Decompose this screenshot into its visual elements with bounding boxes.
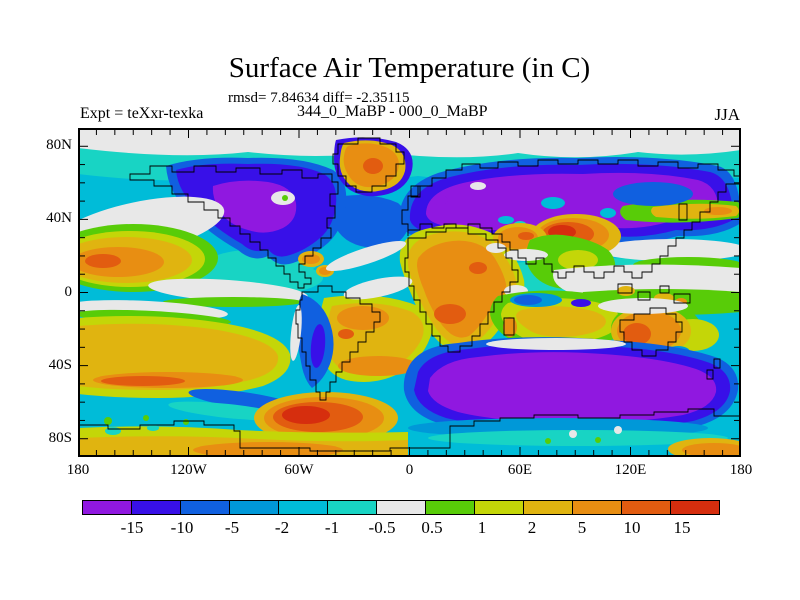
colorbar-segment	[131, 500, 181, 515]
coast-north-america	[129, 165, 339, 289]
x-axis-label: 0	[405, 462, 414, 478]
colorbar-label: 10	[623, 518, 641, 537]
colorbar-segment	[376, 500, 426, 515]
colorbar-segment	[621, 500, 671, 515]
coast-eurasia	[401, 159, 741, 279]
colorbar-label: 15	[673, 518, 691, 537]
colorbar-label: 1	[477, 518, 487, 537]
season-label: JJA	[714, 105, 740, 124]
experiment-label: Expt = teXxr-texka	[80, 105, 204, 122]
x-axis-label: 60E	[507, 462, 533, 478]
colorbar-segment	[180, 500, 230, 515]
colorbar-segment	[572, 500, 622, 515]
coast-british-isles	[410, 185, 421, 198]
colorbar-segment	[670, 500, 720, 515]
x-axis-label: 120E	[614, 462, 647, 478]
axis-ticks	[80, 130, 739, 455]
colorbar-label: -2	[274, 518, 290, 537]
colorbar-label: 2	[527, 518, 537, 537]
colorbar-segment	[523, 500, 573, 515]
colorbar-segment	[229, 500, 279, 515]
y-axis-label: 40S	[48, 356, 72, 373]
coast-antarctica	[78, 408, 741, 452]
coast-new-zealand	[706, 358, 721, 380]
x-axis-label: 120W	[170, 462, 207, 478]
colorbar	[82, 500, 720, 515]
coast-south-america	[295, 285, 381, 401]
coast-africa	[404, 227, 519, 353]
map-frame	[78, 128, 741, 457]
y-axis-label: 0	[64, 283, 73, 300]
colorbar-segment	[278, 500, 328, 515]
y-axis-label: 80N	[46, 137, 72, 154]
coast-japan	[678, 203, 688, 221]
rmsd-diff-stats: rmsd= 7.84634 diff= -2.35115	[228, 90, 410, 106]
x-axis-label: 180	[66, 462, 90, 478]
colorbar-label: 5	[577, 518, 587, 537]
anomaly-map-canvas	[78, 128, 741, 457]
coast-indonesia	[617, 283, 691, 304]
colorbar-label: -15	[120, 518, 144, 537]
anomaly-map	[78, 128, 741, 457]
coast-madagascar	[503, 317, 515, 336]
coast-australia	[619, 307, 683, 357]
colorbar-label: -5	[224, 518, 240, 537]
colorbar-segment	[82, 500, 132, 515]
comparison-label: 344_0_MaBP - 000_0_MaBP	[297, 103, 488, 120]
y-axis-label: 40N	[46, 210, 72, 227]
figure-title: Surface Air Temperature (in C)	[228, 52, 591, 84]
colorbar-segment	[327, 500, 377, 515]
colorbar-segment	[425, 500, 475, 515]
colorbar-label: 0.5	[421, 518, 443, 537]
coast-greenland	[332, 137, 405, 193]
x-axis-label: 60W	[284, 462, 314, 478]
coastlines	[78, 137, 741, 452]
colorbar-label: -1	[324, 518, 340, 537]
colorbar-segment	[474, 500, 524, 515]
colorbar-label: -10	[170, 518, 194, 537]
y-axis-label: 80S	[48, 429, 72, 446]
anomaly-fields	[78, 128, 741, 457]
colorbar-label: -0.5	[368, 518, 396, 537]
x-axis-label: 180	[729, 462, 753, 478]
